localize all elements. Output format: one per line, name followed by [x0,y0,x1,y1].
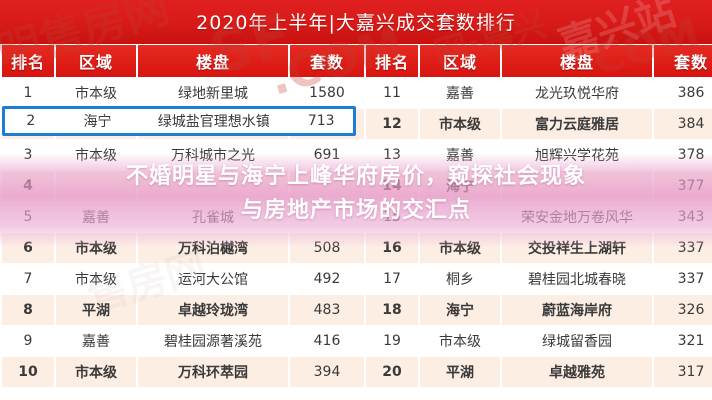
row-zone-left: 嘉善 [56,326,136,356]
row-count-right: 321 [654,326,712,356]
overlay-caption: 不婚明星与海宁上峰华府房价，窥探社会现象 与房地产市场的交汇点 [0,160,712,228]
row-zone-right: 市本级 [420,109,500,139]
row-rank-right: 20 [366,357,418,387]
col-header-zone-right: 区域 [420,45,500,77]
row-rank-right: 12 [366,109,418,139]
table-header-row: 排名 区域 楼盘 套数 排名 区域 楼盘 套数 [2,45,712,77]
table-row[interactable]: 7 市本级 运河大公馆 492 17 桐乡 碧桂园北城春晓 337 [2,264,712,294]
row-rank-left: 9 [2,326,54,356]
pink-overlay-band [0,154,712,246]
highlight-project: 绿城盐官理想水镇 [157,114,270,130]
overlay-caption-line-2: 与房地产市场的交汇点 [240,198,471,223]
row-zone-right: 市本级 [420,326,500,356]
row-project-right: 绿城留香园 [502,326,652,356]
overlay-caption-line-1: 不婚明星与海宁上峰华府房价，窥探社会现象 [125,164,586,189]
table-title-bar: 2020年上半年|大嘉兴成交套数排行 [0,0,712,44]
col-header-project-left: 楼盘 [138,45,288,77]
row-zone-left: 市本级 [56,264,136,294]
row-count-left: 483 [290,295,364,325]
col-header-count-right: 套数 [654,45,712,77]
row-project-left: 万科环萃园 [138,357,288,387]
row-count-right: 386 [654,78,712,108]
table-row[interactable]: 1 市本级 绿地新里城 1580 11 嘉善 龙光玖悦华府 386 [2,78,712,108]
col-header-zone-left: 区域 [56,45,136,77]
col-header-project-right: 楼盘 [502,45,652,77]
row-rank-right: 11 [366,78,418,108]
row-rank-left: 7 [2,264,54,294]
row-project-left: 卓越玲珑湾 [138,295,288,325]
highlight-rank: 2 [26,113,36,129]
row-rank-right: 18 [366,295,418,325]
row-project-right: 龙光玖悦华府 [502,78,652,108]
row-count-left: 416 [290,326,364,356]
col-header-count-left: 套数 [290,45,364,77]
row-zone-left: 市本级 [56,78,136,108]
col-header-rank-left: 排名 [2,45,54,77]
highlight-zone: 海宁 [83,114,112,130]
table-row[interactable]: 8 平湖 卓越玲珑湾 483 18 海宁 蔚蓝海岸府 326 [2,295,712,325]
row-rank-left: 8 [2,295,54,325]
row-zone-right: 嘉善 [420,78,500,108]
col-header-rank-right: 排名 [366,45,418,77]
page-title: 2020年上半年|大嘉兴成交套数排行 [196,12,516,34]
row-project-right: 碧桂园北城春晓 [502,264,652,294]
row-count-right: 317 [654,357,712,387]
row-count-left: 1580 [290,78,364,108]
highlight-count: 713 [307,113,335,129]
row-rank-right: 17 [366,264,418,294]
row-project-right: 富力云庭雅居 [502,109,652,139]
row-count-left: 394 [290,357,364,387]
row-rank-right: 19 [366,326,418,356]
row-rank-left: 10 [2,357,54,387]
row-count-right: 384 [654,109,712,139]
table-row[interactable]: 9 嘉善 碧桂园源著溪苑 416 19 市本级 绿城留香园 321 [2,326,712,356]
row-count-right: 326 [654,295,712,325]
table-row[interactable]: 10 市本级 万科环萃园 394 20 平湖 卓越雅苑 317 [2,357,712,387]
row-project-left: 碧桂园源著溪苑 [138,326,288,356]
row-zone-right: 海宁 [420,295,500,325]
row-zone-right: 桐乡 [420,264,500,294]
row-project-left: 绿地新里城 [138,78,288,108]
row-zone-right: 平湖 [420,357,500,387]
row-zone-left: 市本级 [56,357,136,387]
highlight-box-row-2[interactable]: 2 海宁 绿城盐官理想水镇 713 [2,106,356,136]
row-project-right: 卓越雅苑 [502,357,652,387]
row-project-left: 运河大公馆 [138,264,288,294]
row-zone-left: 平湖 [56,295,136,325]
row-project-right: 蔚蓝海岸府 [502,295,652,325]
row-rank-left: 1 [2,78,54,108]
row-count-left: 492 [290,264,364,294]
row-count-right: 337 [654,264,712,294]
